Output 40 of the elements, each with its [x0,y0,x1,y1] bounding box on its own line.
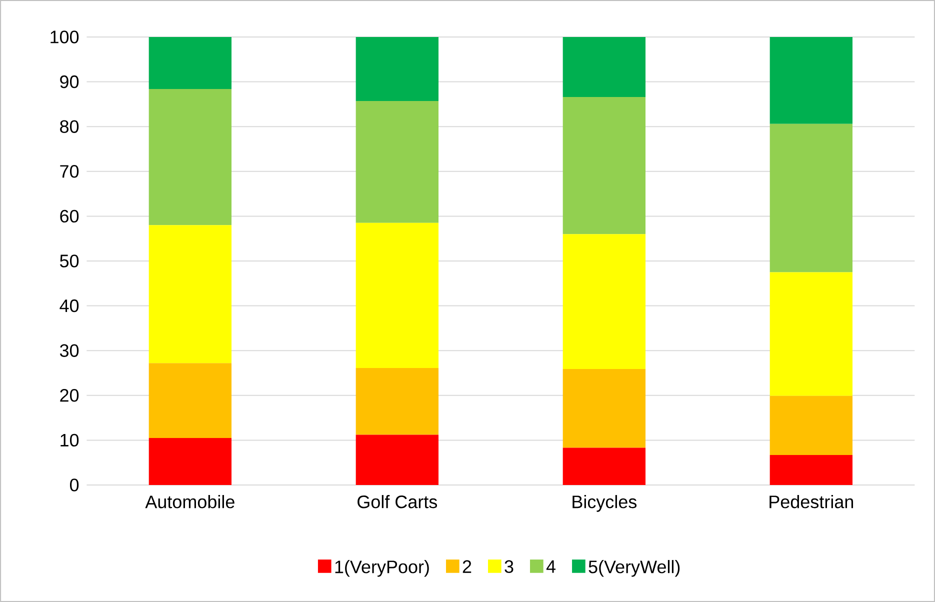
bar [356,222,439,368]
bar [770,454,852,485]
legend-label: 2 [462,560,472,573]
bar [148,225,232,364]
y-tick-label: 100 [50,30,79,44]
bar [770,272,852,396]
bar [356,368,439,435]
bar [562,234,646,369]
y-tick-label: 70 [60,165,79,178]
y-tick-label: 10 [60,434,79,447]
bar [770,396,852,455]
bar [148,36,232,89]
x-tick-label: Bicycles [572,495,637,512]
x-tick-label: Pedestrian [770,495,854,508]
legend-label: 4 [546,560,556,573]
bar [770,36,852,124]
bar [148,363,232,438]
y-tick-label: 90 [60,75,79,88]
y-tick-label: 0 [70,478,79,492]
y-tick-label: 30 [60,344,79,357]
bar [562,368,646,448]
y-tick-label: 20 [60,389,79,402]
legend-label: 3 [504,560,514,573]
bar [562,36,646,98]
x-tick-label: Golf Carts [358,495,438,508]
bar [356,101,439,223]
bar [356,36,439,102]
y-tick-label: 60 [60,210,79,223]
x-tick-label: Automobile [145,495,234,508]
legend-label: 5(VeryWell) [588,560,680,577]
y-tick-label: 50 [60,254,79,268]
y-tick-label: 80 [60,120,79,133]
bar [148,438,232,485]
bar [770,124,852,272]
y-tick-label: 40 [60,299,79,312]
bar [148,88,232,226]
bar [562,97,646,234]
legend-label: 1(VeryPoor) [335,560,429,577]
bar [562,448,646,485]
bar [356,434,439,485]
